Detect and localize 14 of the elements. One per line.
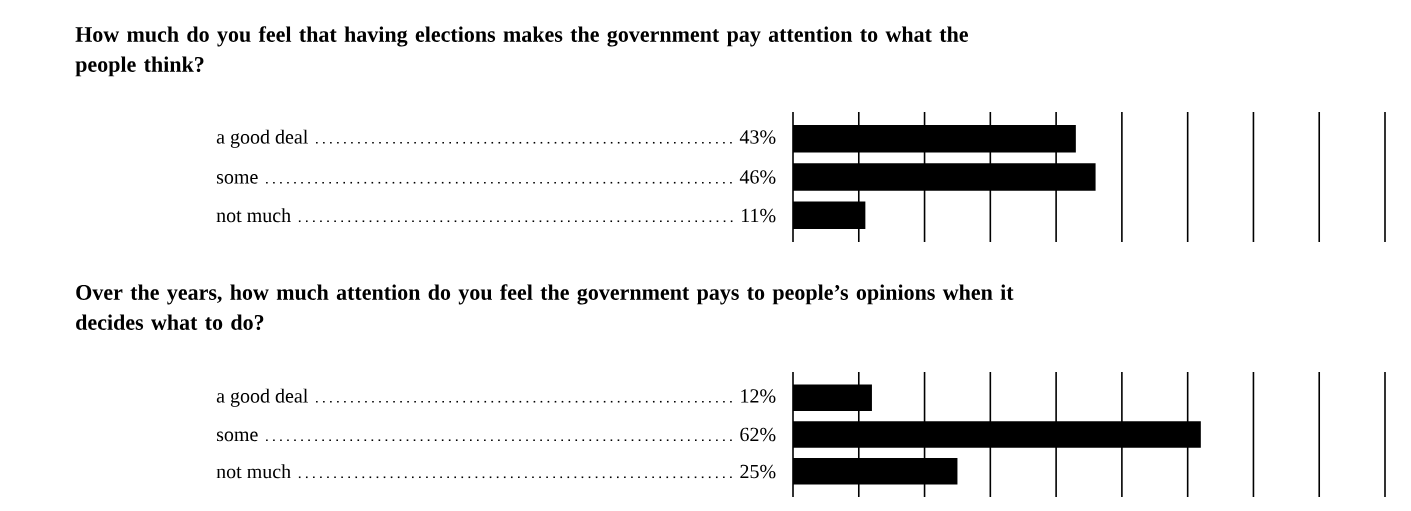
data-label: 46% — [739, 170, 776, 184]
y-tick-label: not much — [216, 464, 291, 479]
y-tick-label: some — [216, 431, 258, 442]
data-label: 11% — [741, 208, 776, 223]
y-tick-label: a good deal — [216, 129, 308, 148]
data-label: 12% — [741, 389, 776, 403]
y-tick-label: some — [216, 174, 258, 184]
data-label: 43% — [739, 130, 776, 144]
y-tick-label: not much — [216, 208, 291, 223]
text: Over the years, how much attention do you feel the government pays to people’s opinions when it decides what to do? — [76, 284, 1014, 330]
data-label: 25% — [740, 464, 776, 479]
y-tick-label: a good deal — [216, 388, 308, 407]
text: How much do you feel that having elections makes the government pay attention to what the people think? — [75, 26, 969, 77]
data-label: 62% — [740, 427, 776, 442]
